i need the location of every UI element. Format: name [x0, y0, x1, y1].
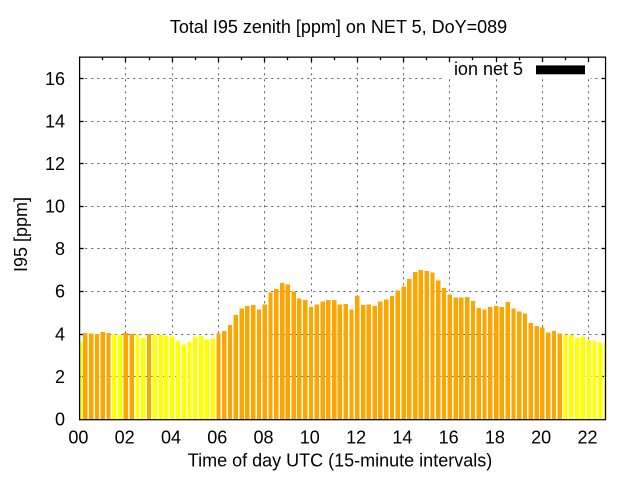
svg-text:8: 8: [55, 239, 65, 259]
svg-text:0: 0: [55, 409, 65, 429]
svg-text:Time of day UTC (15-minute int: Time of day UTC (15-minute intervals): [188, 450, 492, 470]
svg-text:14: 14: [45, 111, 65, 131]
svg-text:00: 00: [68, 428, 88, 448]
svg-text:16: 16: [45, 69, 65, 89]
svg-text:4: 4: [55, 324, 65, 344]
svg-text:10: 10: [45, 197, 65, 217]
svg-text:12: 12: [45, 154, 65, 174]
svg-text:20: 20: [531, 428, 551, 448]
svg-text:14: 14: [392, 428, 412, 448]
svg-text:06: 06: [207, 428, 227, 448]
svg-text:6: 6: [55, 282, 65, 302]
svg-text:10: 10: [300, 428, 320, 448]
svg-text:2: 2: [55, 367, 65, 387]
svg-text:I95 [ppm]: I95 [ppm]: [11, 197, 31, 272]
svg-text:12: 12: [346, 428, 366, 448]
svg-text:08: 08: [254, 428, 274, 448]
svg-text:16: 16: [439, 428, 459, 448]
svg-text:18: 18: [485, 428, 505, 448]
svg-text:ion net 5: ion net 5: [454, 59, 523, 79]
svg-text:02: 02: [115, 428, 135, 448]
svg-text:Total I95 zenith [ppm] on NET: Total I95 zenith [ppm] on NET 5, DoY=089: [170, 17, 507, 37]
svg-text:04: 04: [161, 428, 181, 448]
svg-text:22: 22: [577, 428, 597, 448]
